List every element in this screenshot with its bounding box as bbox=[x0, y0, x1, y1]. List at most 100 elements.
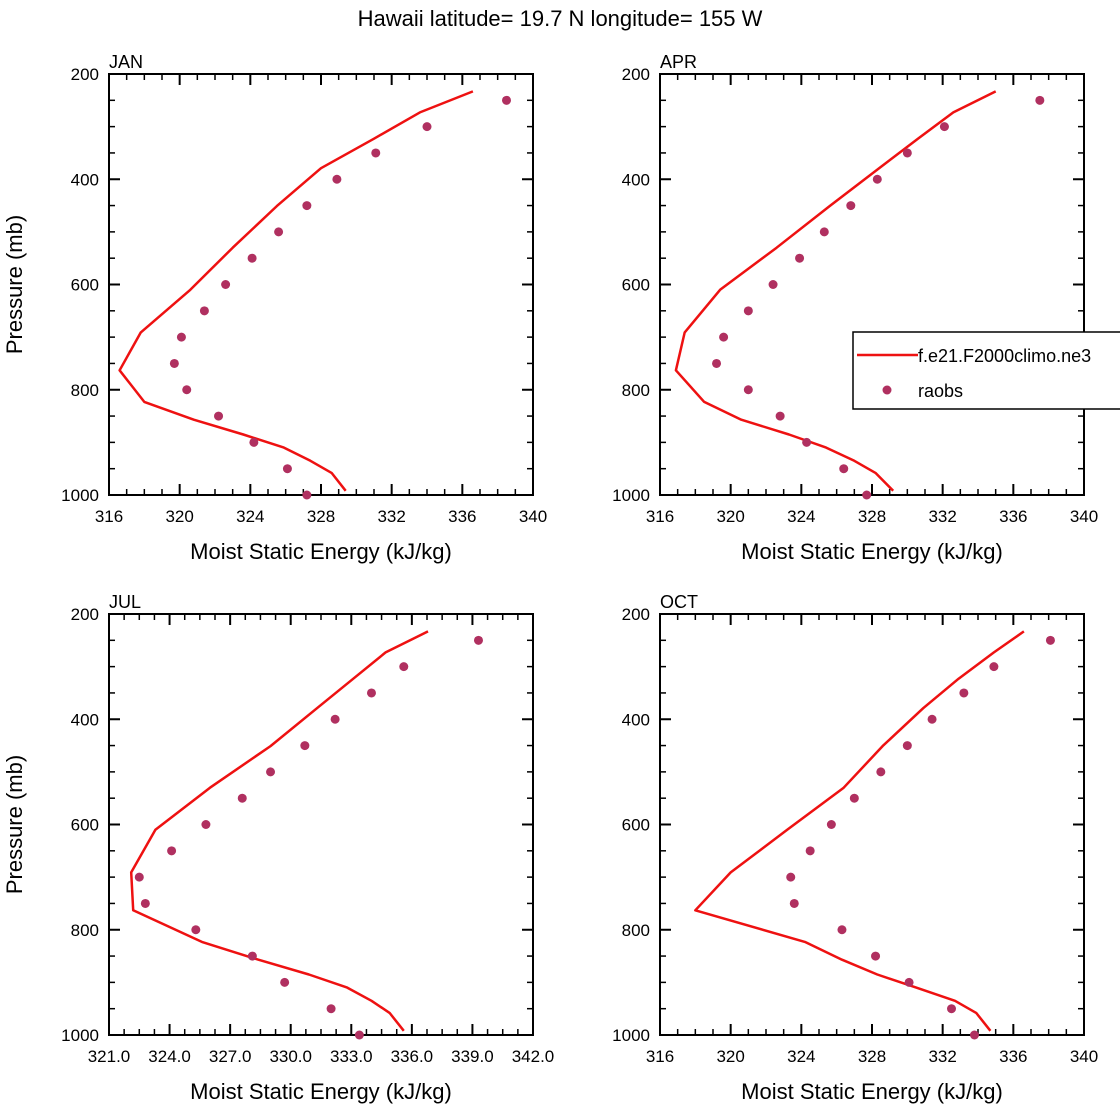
raobs-point bbox=[719, 332, 729, 342]
y-tick-label: 200 bbox=[622, 65, 650, 84]
y-tick-label: 200 bbox=[71, 65, 99, 84]
raobs-point bbox=[214, 411, 224, 421]
legend-label-model: f.e21.F2000climo.ne3 bbox=[918, 346, 1091, 366]
x-tick-label: 316 bbox=[95, 507, 123, 526]
y-axis-label: Pressure (mb) bbox=[2, 755, 27, 894]
raobs-point bbox=[201, 820, 211, 829]
figure-title: Hawaii latitude= 19.7 N longitude= 155 W bbox=[358, 6, 763, 31]
x-tick-label: 324 bbox=[236, 507, 264, 526]
x-tick-label: 332 bbox=[928, 507, 956, 526]
raobs-point bbox=[282, 464, 292, 474]
raobs-point bbox=[837, 925, 847, 935]
y-tick-label: 400 bbox=[622, 710, 650, 729]
raobs-point bbox=[249, 437, 259, 447]
raobs-point bbox=[959, 688, 969, 698]
raobs-point bbox=[274, 227, 284, 237]
y-axis-label: Pressure (mb) bbox=[2, 215, 27, 354]
x-tick-label: 332 bbox=[928, 1047, 956, 1066]
x-axis-label: Moist Static Energy (kJ/kg) bbox=[741, 539, 1003, 564]
raobs-point bbox=[182, 385, 192, 395]
x-tick-label: 340 bbox=[1070, 1047, 1098, 1066]
raobs-point bbox=[786, 872, 796, 882]
y-tick-label: 1000 bbox=[612, 486, 650, 505]
y-tick-label: 400 bbox=[71, 170, 99, 189]
legend-marker-swatch bbox=[882, 385, 892, 395]
x-tick-label: 324 bbox=[787, 507, 815, 526]
x-tick-label: 324 bbox=[787, 1047, 815, 1066]
x-tick-label: 320 bbox=[716, 1047, 744, 1066]
x-tick-label: 320 bbox=[716, 507, 744, 526]
raobs-point bbox=[330, 714, 340, 724]
x-tick-label: 324.0 bbox=[148, 1047, 191, 1066]
y-tick-label: 1000 bbox=[61, 1026, 99, 1045]
model-line bbox=[694, 630, 1025, 1032]
y-tick-label: 600 bbox=[622, 276, 650, 295]
x-tick-label: 321.0 bbox=[88, 1047, 131, 1066]
y-tick-label: 1000 bbox=[612, 1026, 650, 1045]
y-tick-label: 800 bbox=[71, 381, 99, 400]
raobs-point bbox=[247, 253, 257, 263]
raobs-point bbox=[134, 872, 144, 882]
raobs-point bbox=[849, 793, 859, 803]
raobs-point bbox=[805, 846, 815, 856]
raobs-point bbox=[839, 464, 849, 474]
raobs-point bbox=[302, 201, 312, 211]
raobs-point bbox=[399, 662, 409, 672]
raobs-point bbox=[871, 951, 881, 961]
panel-label: OCT bbox=[660, 592, 698, 612]
x-tick-label: 336 bbox=[448, 507, 476, 526]
x-tick-label: 339.0 bbox=[451, 1047, 494, 1066]
x-tick-label: 336 bbox=[999, 507, 1027, 526]
raobs-point bbox=[775, 411, 785, 421]
raobs-point bbox=[176, 332, 186, 342]
raobs-point bbox=[140, 898, 150, 908]
raobs-point bbox=[169, 358, 179, 368]
raobs-point bbox=[473, 635, 483, 645]
panel-label: JAN bbox=[109, 52, 143, 72]
panel-oct: 316 320 324 328 332 336 340 200 400 600 800 1000 OCT… bbox=[612, 592, 1098, 1104]
x-tick-label: 336.0 bbox=[391, 1047, 434, 1066]
y-tick-label: 600 bbox=[622, 816, 650, 835]
raobs-point bbox=[826, 820, 836, 829]
x-tick-label: 342.0 bbox=[512, 1047, 555, 1066]
raobs-point bbox=[789, 898, 799, 908]
legend: f.e21.F2000climo.ne3 raobs bbox=[852, 331, 1120, 410]
panel-label: JUL bbox=[109, 592, 141, 612]
raobs-point bbox=[939, 122, 949, 132]
raobs-point bbox=[795, 253, 805, 263]
x-tick-label: 328 bbox=[858, 507, 886, 526]
x-tick-label: 332 bbox=[377, 507, 405, 526]
y-tick-label: 200 bbox=[622, 605, 650, 624]
panel-label: APR bbox=[660, 52, 697, 72]
y-tick-label: 400 bbox=[71, 710, 99, 729]
raobs-point bbox=[266, 767, 276, 777]
raobs-point bbox=[302, 490, 312, 500]
legend-label-obs: raobs bbox=[918, 381, 963, 401]
raobs-point bbox=[969, 1030, 979, 1040]
raobs-point bbox=[191, 925, 201, 935]
raobs-point bbox=[422, 122, 432, 132]
model-line bbox=[129, 630, 429, 1032]
raobs-point bbox=[989, 662, 999, 672]
raobs-point bbox=[1035, 95, 1045, 105]
x-tick-label: 320 bbox=[165, 507, 193, 526]
y-tick-label: 600 bbox=[71, 276, 99, 295]
plot-frame bbox=[108, 73, 534, 496]
x-tick-label: 327.0 bbox=[209, 1047, 252, 1066]
x-tick-label: 316 bbox=[646, 1047, 674, 1066]
raobs-point bbox=[280, 977, 290, 987]
x-tick-label: 340 bbox=[1070, 507, 1098, 526]
x-axis-label: Moist Static Energy (kJ/kg) bbox=[741, 1079, 1003, 1104]
x-tick-label: 336 bbox=[999, 1047, 1027, 1066]
legend-box bbox=[852, 331, 1120, 410]
raobs-point bbox=[927, 714, 937, 724]
x-tick-label: 328 bbox=[858, 1047, 886, 1066]
y-tick-label: 1000 bbox=[61, 486, 99, 505]
y-tick-label: 200 bbox=[71, 605, 99, 624]
model-line bbox=[674, 90, 997, 492]
x-tick-label: 328 bbox=[307, 507, 335, 526]
x-axis-label: Moist Static Energy (kJ/kg) bbox=[190, 539, 452, 564]
panel-jul: 321.0 324.0 327.0 330.0 333.0 336.0 339.0 342.0… bbox=[2, 592, 554, 1104]
raobs-point bbox=[802, 437, 812, 447]
